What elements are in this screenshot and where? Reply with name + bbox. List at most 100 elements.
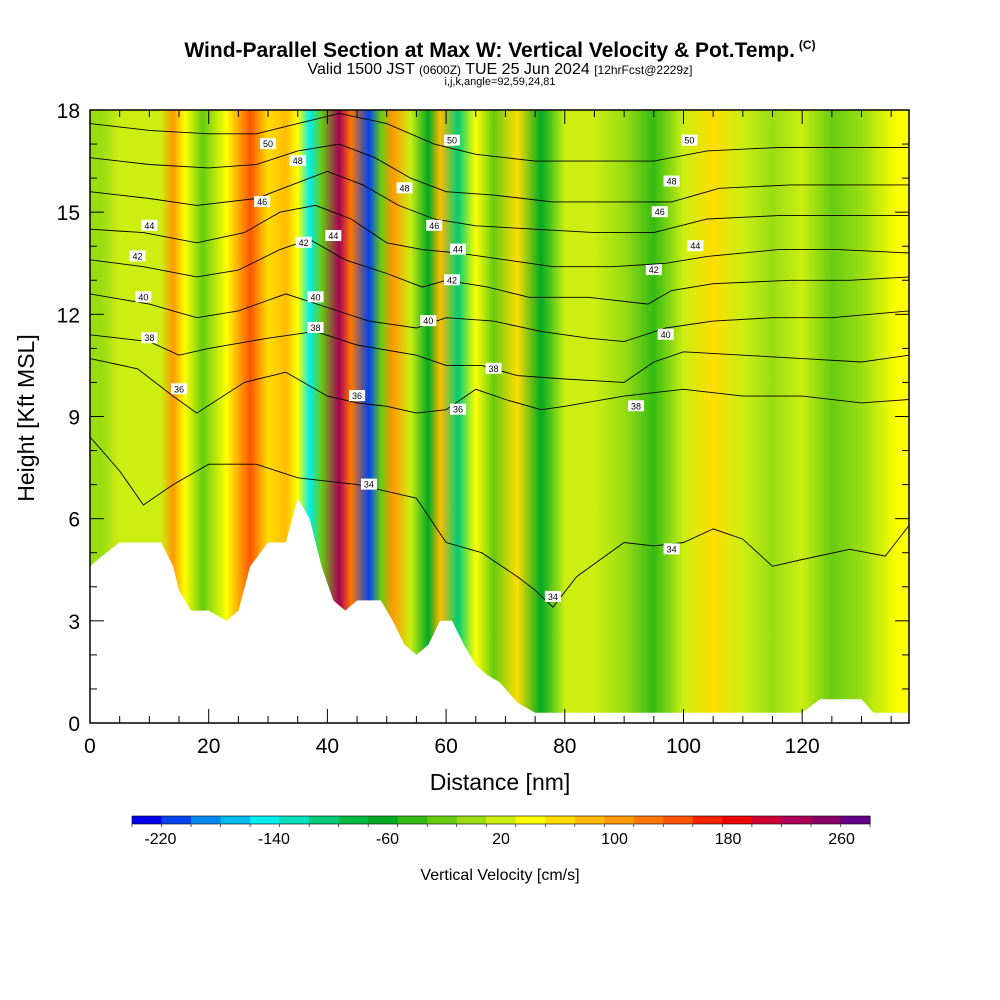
contour-label-bg [544,590,561,602]
contour-label: 40 [661,330,671,340]
contour-label-bg [325,230,342,242]
colorbar-label: Vertical Velocity [cm/s] [420,867,579,884]
valid-date: TUE 25 Jun 2024 [465,61,590,78]
y-tick-label: 15 [57,202,80,225]
colorbar-swatch [604,816,635,824]
contour-label-bg [628,400,644,412]
contour-label-bg [289,155,306,167]
colorbar-tick-label: -220 [144,831,176,848]
x-tick-label: 120 [785,735,820,758]
contour-label: 38 [489,364,499,374]
colorbar-tick-label: -60 [376,831,399,848]
colorbar-swatch [840,816,871,824]
colorbar-swatch [751,816,782,824]
theta-contour-48 [90,143,909,203]
y-tick-label: 6 [68,509,80,532]
x-tick-label: 20 [197,735,220,758]
colorbar-swatch [545,816,576,824]
plot-area: 34 34 34 36 36 36 38 38 38 38 40 40 40 40 42 42 42 42 44 44… [90,110,909,723]
contour-label: 46 [257,197,267,207]
colorbar-swatch [338,816,369,824]
contour-label: 44 [453,245,463,255]
contour-label-bg [663,543,680,555]
theta-contour-46 [90,170,909,234]
colorbar-swatch [781,816,812,824]
terrain-mask [90,498,909,723]
contour-label: 40 [138,292,148,302]
contour-label-bg [449,403,466,415]
contour-label-bg [657,328,674,340]
contour-label-bg [141,219,158,231]
contour-label: 40 [311,292,321,302]
chart-title-text: Wind-Parallel Section at Max W: Vertical… [184,39,795,62]
contour-label: 46 [429,221,439,231]
contour-label-bg [141,332,158,344]
contour-label: 48 [667,177,677,187]
colorbar-swatch [161,816,192,824]
x-tick-label: 40 [316,735,339,758]
contour-label: 34 [667,544,677,554]
contour-label-bg [295,236,312,248]
grid-indices: i,j,k,angle=92,59,24,81 [444,76,556,88]
contour-label: 36 [453,405,463,415]
contour-label-bg [307,321,324,333]
contour-label-bg [360,478,377,490]
colorbar-frame [131,815,871,825]
contour-label: 42 [649,265,659,275]
colorbar-tick-label: 20 [492,831,510,848]
contour-label-bg [396,182,413,194]
contour-label: 50 [447,136,457,146]
contour-label: 44 [328,231,338,241]
y-tick-label: 12 [57,304,80,327]
x-axis-label: Distance [nm] [430,769,571,795]
colorbar-tick-label: -140 [258,831,290,848]
contour-label: 44 [690,241,700,251]
contour-label-bg [426,219,443,231]
contour-label: 36 [352,391,362,401]
colorbar-swatch [368,816,399,824]
valid-utc: (0600Z) [419,63,462,77]
forecast-info: [12hrFcst@2229z] [594,63,693,77]
contour-label-bg [681,134,698,146]
contour-label-bg [307,291,324,303]
x-tick-label: 100 [666,735,701,758]
contour-label: 42 [299,238,309,248]
colorbar-swatch [191,816,222,824]
contour-label-bg [485,362,502,374]
colorbar-swatch [810,816,841,824]
x-axis: 0 20 40 60 80 100 120 [84,110,892,758]
contour-label-bg [651,206,668,218]
x-tick-label: 0 [84,735,96,758]
theta-contour-44 [90,204,909,268]
contour-label: 34 [364,480,374,490]
theta-contour-34 [90,436,909,608]
theta-contour-40 [90,293,909,343]
chart-subtitle: Valid 1500 JST (0600Z) TUE 25 Jun 2024 [… [0,61,1000,79]
contour-label: 42 [447,275,457,285]
y-tick-label: 0 [68,713,80,736]
contour-label-bg [171,383,188,395]
y-tick-label: 9 [68,407,80,430]
colorbar-swatch [309,816,340,824]
contour-label-bg [135,291,152,303]
y-tick-label: 3 [68,611,80,634]
contour-label: 42 [132,251,142,261]
colorbar-swatch [486,816,517,824]
y-tick-label: 18 [57,100,80,123]
colorbar-swatch [279,816,310,824]
contour-label: 38 [631,401,641,411]
valid-time: Valid 1500 JST [307,61,415,78]
colorbar-swatch [574,816,605,824]
contour-label-bg [444,134,461,146]
contour-label-bg [129,250,146,262]
colorbar-swatch [692,816,723,824]
colorbar-tick-label: 180 [715,831,742,848]
contour-label: 50 [684,136,694,146]
colorbar-swatch [397,816,428,824]
colorbar-swatch [722,816,753,824]
contour-label: 48 [293,156,303,166]
contour-label-bg [687,240,704,252]
contour-label-bg [449,243,466,255]
